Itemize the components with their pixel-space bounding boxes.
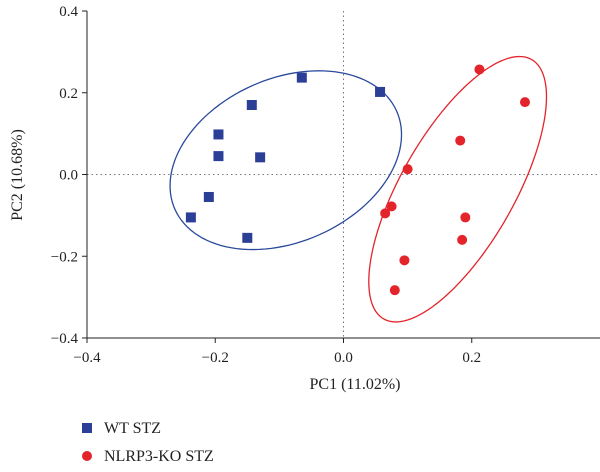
y-axis-title: PC2 (10.68%): [9, 129, 26, 221]
point-nlrp3-ko-stz-0: [474, 64, 485, 75]
point-nlrp3-ko-stz-6: [460, 212, 471, 223]
x-tick-label-1: −0.2: [202, 350, 229, 366]
point-nlrp3-ko-stz-9: [389, 285, 400, 296]
x-tick-label-2: 0.0: [334, 350, 353, 366]
legend-marker-nlrp3-ko-stz: [82, 451, 92, 461]
y-tick-label-4: 0.4: [59, 4, 78, 20]
point-nlrp3-ko-stz-2: [455, 135, 466, 146]
point-nlrp3-ko-stz-3: [402, 164, 413, 175]
point-wt-stz-6: [203, 191, 214, 202]
y-tick-label-2: 0.0: [59, 168, 78, 184]
ellipse-series-1: [368, 55, 548, 323]
point-wt-stz-4: [213, 151, 224, 162]
data-points: [185, 64, 530, 296]
point-wt-stz-1: [375, 86, 386, 97]
point-wt-stz-5: [255, 152, 266, 163]
legend-marker-wt-stz: [82, 423, 92, 433]
point-nlrp3-ko-stz-8: [399, 255, 410, 266]
y-tick-label-1: −0.2: [51, 249, 78, 265]
tick-marks: [82, 10, 473, 343]
x-tick-label-0: −0.4: [73, 350, 101, 366]
legend-label-wt-stz: WT STZ: [104, 420, 161, 437]
reference-lines: [87, 11, 600, 338]
ellipse-series-0: [169, 70, 403, 251]
legend-label-nlrp3-ko-stz: NLRP3-KO STZ: [104, 448, 214, 465]
point-nlrp3-ko-stz-1: [519, 97, 530, 108]
point-nlrp3-ko-stz-5: [380, 208, 391, 219]
confidence-ellipses: [169, 55, 548, 323]
point-wt-stz-7: [185, 212, 196, 223]
point-wt-stz-2: [246, 100, 257, 111]
x-tick-label-3: 0.2: [462, 350, 481, 366]
point-wt-stz-0: [296, 72, 307, 83]
point-nlrp3-ko-stz-4: [386, 201, 397, 212]
point-wt-stz-3: [213, 129, 224, 140]
y-tick-label-0: −0.4: [51, 331, 79, 347]
y-tick-label-3: 0.2: [59, 86, 78, 102]
legend: WT STZ NLRP3-KO STZ: [82, 420, 214, 465]
tick-labels: −0.4 −0.2 0.0 0.2 −0.4 −0.2 0.0 0.2 0.4: [51, 4, 481, 366]
point-wt-stz-8: [242, 232, 253, 243]
point-nlrp3-ko-stz-7: [457, 234, 468, 245]
x-axis-title: PC1 (11.02%): [310, 376, 401, 393]
